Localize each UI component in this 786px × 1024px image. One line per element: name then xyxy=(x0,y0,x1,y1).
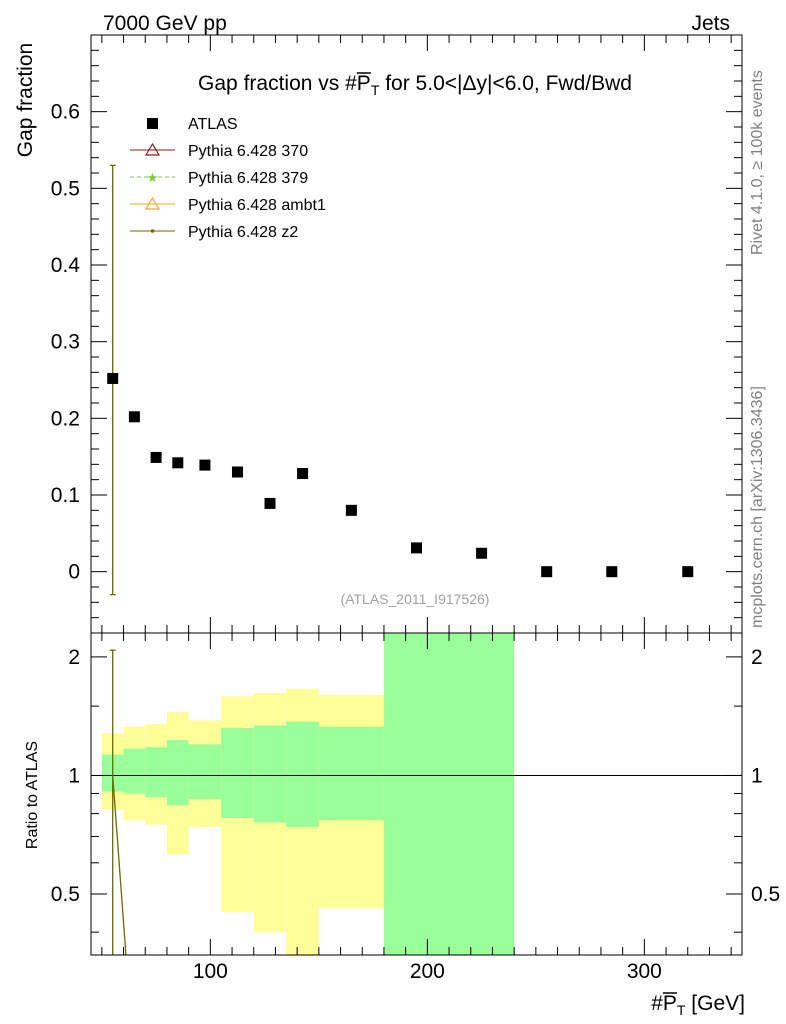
ratio-xtick-label: 300 xyxy=(627,960,662,983)
atlas-point xyxy=(107,372,119,384)
ratio-inner-band xyxy=(145,747,167,798)
atlas-point xyxy=(150,451,162,463)
x-axis-subscript: T xyxy=(677,1002,686,1018)
header-right-label: Jets xyxy=(691,12,730,35)
plot-title: Gap fraction vs #PT for 5.0<|Δy|<6.0, Fw… xyxy=(198,72,632,98)
main-panel-ticks xyxy=(91,35,742,634)
main-ytick-label: 0.6 xyxy=(51,101,80,124)
atlas-point xyxy=(476,547,488,559)
ratio-inner-band xyxy=(318,726,384,821)
ratio-ytick-label-right: 1 xyxy=(751,764,763,787)
ratio-inner-band xyxy=(383,633,515,955)
ratio-ytick-label-left: 1 xyxy=(68,764,80,787)
ratio-inner-band xyxy=(188,744,222,800)
atlas-point xyxy=(199,459,211,471)
x-axis-variable: P xyxy=(663,992,677,1015)
legend-label-z2: Pythia 6.428 z2 xyxy=(188,224,298,241)
main-ylabel: Gap fraction xyxy=(14,43,37,157)
legend-marker-379: ★ xyxy=(147,170,159,185)
ratio-inner-band xyxy=(221,727,254,818)
main-panel: 0 0.1 0.2 0.3 0.4 0.5 0.6 Gap fraction Gap fra… xyxy=(14,34,743,634)
atlas-point xyxy=(264,497,276,509)
main-ytick-label: 0.1 xyxy=(51,484,80,507)
ratio-inner-band xyxy=(253,725,287,823)
z2-ratio-line xyxy=(112,775,127,956)
ratio-inner-band xyxy=(286,721,319,827)
ratio-bands xyxy=(101,633,515,955)
legend-label-atlas: ATLAS xyxy=(188,116,238,133)
legend-label-ambt1: Pythia 6.428 ambt1 xyxy=(188,197,326,214)
legend-marker-ambt1 xyxy=(144,196,161,210)
legend: ATLAS Pythia 6.428 370 ★ Pythia 6.428 37… xyxy=(130,116,326,241)
atlas-point xyxy=(541,566,553,578)
ratio-inner-band xyxy=(123,748,146,794)
main-ytick-label: 0.2 xyxy=(51,407,80,430)
atlas-point xyxy=(172,457,184,469)
legend-marker-atlas xyxy=(147,118,158,129)
main-panel-ytick-labels: 0 0.1 0.2 0.3 0.4 0.5 0.6 xyxy=(51,101,81,584)
ratio-ytick-label-right: 0.5 xyxy=(751,883,780,906)
ratio-panel: 0.5 0.5 1 1 2 2 100 200 300 Ratio to ATLAS #PT … xyxy=(24,632,780,1018)
x-axis-label: #PT [GeV] xyxy=(651,992,745,1018)
ratio-panel-ticks xyxy=(91,633,742,955)
watermark-label: (ATLAS_2011_I917526) xyxy=(341,591,490,607)
ratio-panel-marks xyxy=(91,649,742,956)
atlas-point xyxy=(231,466,243,478)
main-panel-marks xyxy=(107,164,694,596)
legend-marker-370 xyxy=(144,142,161,156)
atlas-point xyxy=(128,411,140,423)
header-left-label: 7000 GeV pp xyxy=(103,12,227,35)
ratio-xtick-label: 200 xyxy=(410,960,445,983)
ratio-inner-band xyxy=(166,740,189,806)
legend-marker-z2 xyxy=(150,229,155,233)
main-ytick-label: 0.5 xyxy=(51,177,80,200)
main-ytick-label: 0 xyxy=(68,561,80,584)
atlas-point xyxy=(606,566,618,578)
legend-label-379: Pythia 6.428 379 xyxy=(188,170,308,187)
atlas-point xyxy=(345,504,357,516)
ratio-xtick-label: 100 xyxy=(193,960,228,983)
title-variable: P xyxy=(357,72,371,95)
ratio-panel-ytick-labels: 0.5 0.5 1 1 2 2 xyxy=(51,646,780,906)
ratio-panel-frame xyxy=(90,632,743,956)
ratio-ytick-label-left: 0.5 xyxy=(51,883,80,906)
main-ytick-label: 0.4 xyxy=(51,254,81,277)
atlas-point xyxy=(411,542,422,554)
ratio-ytick-label-right: 2 xyxy=(751,646,763,669)
legend-label-370: Pythia 6.428 370 xyxy=(188,143,308,160)
main-ytick-label: 0.3 xyxy=(51,331,80,354)
title-subscript: T xyxy=(371,82,380,98)
atlas-point xyxy=(682,566,694,578)
rivet-label: Rivet 4.1.0, ≥ 100k events xyxy=(749,70,766,255)
ratio-ytick-label-left: 2 xyxy=(68,646,80,669)
mcplots-label: mcplots.cern.ch [arXiv:1306.3436] xyxy=(749,386,766,628)
atlas-point xyxy=(297,468,309,480)
ratio-ylabel: Ratio to ATLAS xyxy=(24,741,41,849)
ratio-panel-xtick-labels: 100 200 300 xyxy=(193,960,662,983)
